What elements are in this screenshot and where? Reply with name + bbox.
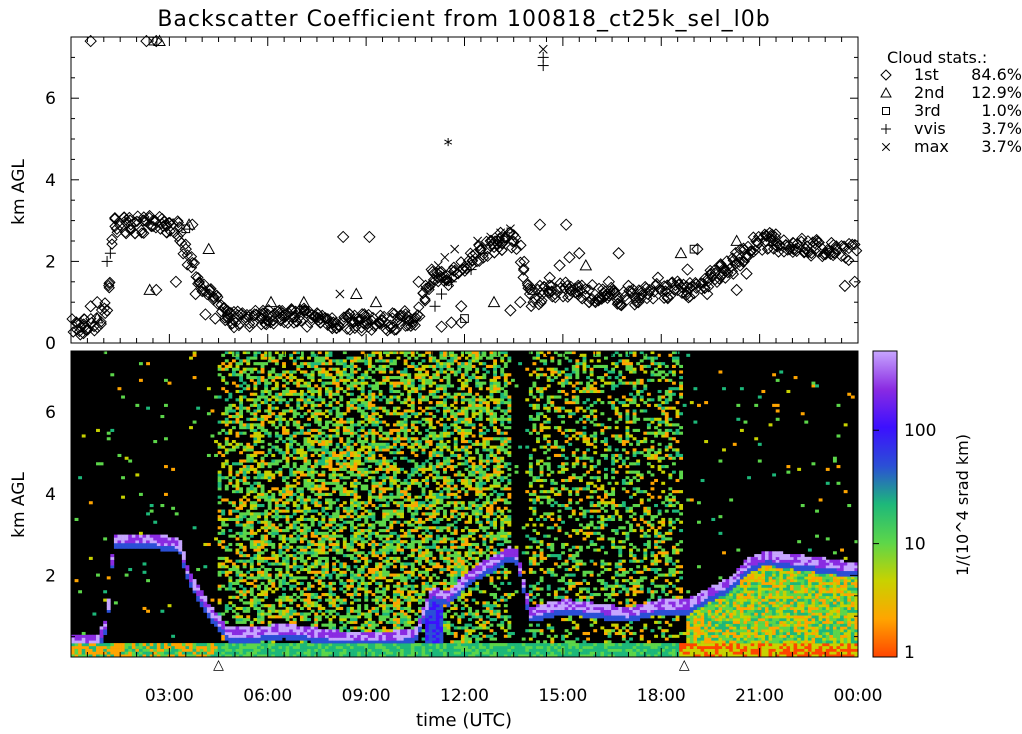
- cloud-point-1st: [505, 305, 516, 316]
- cloud-point-1st: [200, 309, 211, 320]
- legend-series-pct: 12.9%: [971, 83, 1022, 102]
- cloud-base-points: *: [67, 36, 862, 340]
- cloud-point-2nd: [351, 289, 362, 299]
- cloud-point-vvis: [436, 289, 447, 300]
- x-tick-label: 09:00: [342, 686, 391, 706]
- cloud-base-x-axis: [87, 37, 841, 343]
- legend-series-name: 2nd: [914, 83, 944, 102]
- cloud-point-1st: [515, 297, 526, 308]
- cloud-point-1st: [85, 301, 96, 312]
- cloud-base-y-axis: 0 2 4 6: [45, 57, 858, 354]
- x-tick-label: 21:00: [735, 686, 784, 706]
- y-tick-label: 0: [45, 334, 56, 354]
- cloud-point-1st: [338, 231, 349, 242]
- cloud-point-3rd: [883, 108, 890, 115]
- colorbar-tick-label: 10: [904, 535, 926, 555]
- x-tick-label: 18:00: [637, 686, 686, 706]
- cloud-point-2nd: [731, 236, 742, 246]
- x-tick-label: 06:00: [243, 686, 292, 706]
- cloud-point-vvis: [102, 256, 113, 267]
- cloud-point-3rd: [461, 315, 469, 323]
- cloud-point-1st: [731, 284, 742, 295]
- cloud-point-2nd: [881, 88, 891, 97]
- legend-series-name: vvis: [914, 119, 946, 138]
- axis-marker: △: [213, 657, 224, 673]
- colorbar-gradient: [873, 351, 897, 657]
- cloud-point-2nd: [580, 260, 591, 270]
- cloud-point-max: [451, 245, 459, 253]
- chart-title: Backscatter Coefficient from 100818_ct25…: [157, 7, 770, 32]
- cloud-point-1st: [364, 231, 375, 242]
- y-tick-label: 4: [45, 171, 56, 191]
- cloud-point-vvis: [538, 60, 549, 71]
- cloud-point-2nd: [370, 297, 381, 307]
- cloud-point-1st: [561, 219, 572, 230]
- y-tick-label: 6: [45, 89, 56, 109]
- legend-series-name: 1st: [914, 65, 939, 84]
- cloud-point-1st: [170, 276, 181, 287]
- cloud-base-plot-frame: [71, 37, 858, 343]
- backscatter-panel: △ △ km AGL 2 4 6 03:00 06:00 09:00 12:00 15:00 1…: [9, 351, 883, 730]
- colorbar: 1 10 100 1/(10^4 srad km): [873, 351, 972, 663]
- cloud-point-1st: [648, 294, 658, 304]
- colorbar-label: 1/(10^4 srad km): [953, 434, 972, 576]
- cloud-point-2nd: [203, 244, 214, 254]
- legend-series-pct: 84.6%: [971, 65, 1022, 84]
- cloud-point-2nd: [675, 248, 686, 258]
- cloud-point-1st: [456, 301, 467, 312]
- y-tick-label: 2: [45, 566, 56, 586]
- annotation-star: *: [444, 135, 453, 156]
- cloud-point-1st: [839, 280, 850, 291]
- legend-series-name: max: [914, 137, 949, 156]
- cloud-point-max: [336, 290, 344, 298]
- cloud-point-1st: [682, 264, 693, 275]
- cloud-point-vvis: [881, 124, 891, 134]
- colorbar-tick-label: 100: [904, 421, 936, 441]
- x-tick-label: 15:00: [538, 686, 587, 706]
- cloud-base-ylabel: km AGL: [9, 159, 29, 225]
- x-axis-label: time (UTC): [416, 710, 512, 730]
- cloud-point-1st: [534, 219, 545, 230]
- cloud-point-max: [441, 253, 449, 261]
- cloud-point-1st: [436, 321, 447, 332]
- x-tick-label: 12:00: [440, 686, 489, 706]
- cloud-point-2nd: [489, 297, 500, 307]
- cloud-point-2nd: [266, 297, 277, 307]
- x-tick-label: 03:00: [145, 686, 194, 706]
- cloud-point-max: [473, 237, 481, 245]
- cloud-point-1st: [245, 322, 255, 332]
- cloud-point-1st: [413, 276, 424, 287]
- y-tick-label: 4: [45, 485, 56, 505]
- y-tick-label: 6: [45, 403, 56, 423]
- backscatter-ylabel: km AGL: [9, 472, 29, 538]
- cloud-point-1st: [564, 252, 575, 263]
- cloud-point-1st: [554, 260, 565, 271]
- cloud-point-vvis: [429, 301, 440, 312]
- legend-series-pct: 3.7%: [981, 137, 1022, 156]
- cloud-point-vvis: [105, 248, 116, 259]
- legend-series-pct: 1.0%: [981, 101, 1022, 120]
- cloud-point-1st: [881, 70, 891, 80]
- legend-series-pct: 3.7%: [981, 119, 1022, 138]
- legend-series-name: 3rd: [914, 101, 941, 120]
- axis-marker: △: [679, 657, 690, 673]
- colorbar-tick-label: 1: [904, 643, 915, 663]
- cloud-point-max: [882, 143, 890, 151]
- cloud-point-1st: [574, 248, 585, 259]
- cloud-point-1st: [741, 268, 752, 279]
- cloud-point-1st: [175, 236, 185, 246]
- cloud-point-1st: [613, 248, 624, 259]
- x-tick-label: 00:00: [834, 686, 883, 706]
- y-tick-label: 2: [45, 252, 56, 272]
